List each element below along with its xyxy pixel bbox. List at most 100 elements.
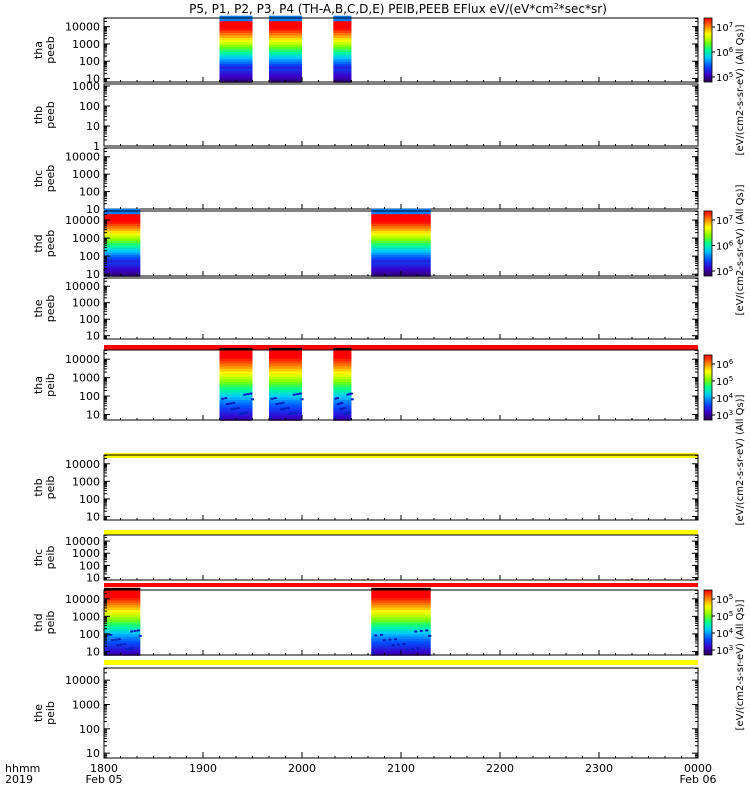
energy-bin (333, 46, 352, 50)
speckle (402, 643, 406, 646)
energy-bin (371, 594, 431, 598)
energy-bin (219, 72, 253, 76)
panel-tha-peeb: 10 100 1000 10000 thapeeb (32, 15, 699, 86)
y-tick-label: 1000 (72, 80, 100, 93)
energy-bin (104, 609, 141, 613)
energy-bin (269, 72, 302, 76)
speckle (219, 416, 223, 419)
energy-bin (219, 394, 253, 398)
y-tick-label: 100 (79, 390, 100, 403)
energy-bin (269, 404, 302, 408)
y-tick-label: 10000 (65, 458, 100, 471)
x-tick-label: 1800 (90, 762, 118, 775)
energy-bin (269, 412, 302, 416)
energy-bin (371, 602, 431, 606)
energy-bin (269, 39, 302, 43)
energy-bin (333, 417, 352, 421)
energy-bin (269, 63, 302, 67)
colorbar-tick-label: 103 (716, 644, 733, 657)
speckle (350, 398, 354, 401)
energy-bin (269, 386, 302, 390)
energy-bin (269, 378, 302, 382)
y-tick-label: 10 (86, 408, 100, 421)
y-tick-label: 10 (86, 747, 100, 760)
energy-bin (333, 352, 352, 356)
y-tick-label: 1000 (72, 372, 100, 385)
speckle (342, 407, 346, 410)
data-block (371, 587, 432, 656)
energy-bin (371, 638, 431, 642)
energy-bin (371, 640, 431, 644)
energy-bin (219, 75, 253, 79)
speckle (243, 393, 247, 396)
energy-bin (269, 376, 302, 380)
y-tick-label: 1000 (72, 168, 100, 181)
x-tick-date: Feb 05 (86, 773, 123, 786)
data-block (104, 587, 142, 656)
energy-bin (371, 213, 431, 217)
speckle (119, 643, 123, 646)
speckle (233, 407, 237, 410)
energy-bin (371, 266, 431, 270)
speckle (300, 398, 304, 401)
speckle (117, 638, 121, 641)
y-tick-label: 10 (86, 120, 100, 133)
y-tick-label: 100 (79, 723, 100, 736)
energy-bin (269, 350, 302, 354)
speckle (226, 403, 229, 405)
energy-bin (104, 650, 141, 654)
energy-bin (371, 592, 431, 596)
speckle (414, 630, 418, 633)
panel-label: thapeib (32, 373, 57, 397)
speckle (339, 408, 343, 411)
speckle (388, 638, 392, 641)
energy-bin (333, 56, 352, 60)
speckle (291, 412, 295, 415)
energy-bin (104, 640, 141, 644)
energy-bin (219, 360, 253, 364)
energy-bin (269, 401, 302, 406)
colorbar-cb-electron-d: 107 106 105 (703, 210, 734, 278)
energy-bin (104, 220, 141, 224)
energy-bin (333, 29, 352, 33)
energy-bin (333, 404, 352, 408)
speckle (273, 397, 277, 400)
energy-bin (333, 389, 352, 393)
colorbar-1-label: [eV/(cm2-s-sr-eV) (All Qs)] (735, 24, 746, 155)
energy-bin (269, 409, 302, 413)
y-tick-label: 100 (79, 628, 100, 641)
data-block (104, 208, 141, 277)
energy-bin (104, 223, 141, 227)
energy-bin (371, 225, 431, 229)
energy-bin (104, 266, 141, 270)
colorbar-tick-label: 105 (716, 265, 733, 278)
energy-bin (104, 614, 141, 618)
energy-bin (333, 414, 352, 419)
y-tick-label: 1000 (72, 610, 100, 623)
speckle (336, 397, 339, 400)
energy-bin (104, 594, 141, 598)
panel-frame (103, 349, 699, 421)
panel-the-peeb: 10 100 1000 10000 thepeeb (32, 277, 699, 350)
speckle (270, 397, 274, 400)
energy-bin (333, 360, 352, 364)
panel-label: thcpeeb (32, 165, 57, 193)
energy-bin (269, 67, 302, 71)
panel-frame (103, 17, 699, 83)
energy-bin (333, 77, 352, 81)
energy-bin (333, 412, 352, 416)
energy-bin (104, 225, 141, 229)
panel-thb-peeb: 1 10 100 1000 thbpeeb (32, 80, 699, 153)
energy-bin (269, 357, 302, 362)
energy-bin (104, 638, 141, 642)
speckle (249, 392, 253, 395)
colorbar-scale (703, 17, 713, 83)
energy-bin (269, 70, 302, 74)
energy-bin (219, 70, 253, 74)
energy-bin (269, 383, 302, 388)
y-tick-label: 10 (86, 572, 100, 585)
energy-bin (371, 259, 431, 263)
colorbar-3-label: [eV/(cm2-s-sr-eV) (All Qs)] (735, 394, 746, 525)
energy-bin (104, 633, 141, 637)
energy-bin (219, 368, 253, 372)
